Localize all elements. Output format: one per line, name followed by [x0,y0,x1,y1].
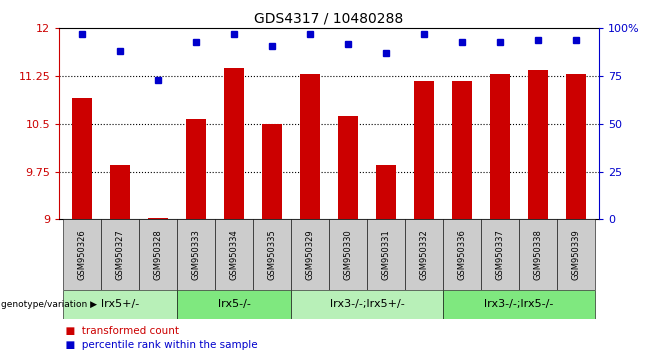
Bar [291,219,329,290]
Bar [565,74,586,219]
Bar [557,219,595,290]
Text: GSM950337: GSM950337 [495,229,505,280]
Bar [253,219,291,290]
Title: GDS4317 / 10480288: GDS4317 / 10480288 [255,12,403,26]
Text: GSM950333: GSM950333 [191,229,201,280]
Bar [519,219,557,290]
Bar [376,165,396,219]
Text: GSM950326: GSM950326 [78,229,86,280]
Text: GSM950328: GSM950328 [153,229,163,280]
Text: GSM950331: GSM950331 [382,229,390,280]
Bar [63,290,177,319]
Bar [490,74,511,219]
Text: lrx3-/-;lrx5-/-: lrx3-/-;lrx5-/- [484,299,553,309]
Bar [291,290,443,319]
Text: lrx5+/-: lrx5+/- [101,299,139,309]
Bar [177,219,215,290]
Bar [110,165,130,219]
Text: lrx5-/-: lrx5-/- [218,299,251,309]
Bar [101,219,139,290]
Bar [338,116,359,219]
Bar [261,124,282,219]
Bar [215,219,253,290]
Bar [224,68,245,219]
Text: GSM950330: GSM950330 [343,229,353,280]
Text: ■  transformed count: ■ transformed count [59,326,179,336]
Bar [139,219,177,290]
Text: GSM950336: GSM950336 [457,229,467,280]
Bar [367,219,405,290]
Bar [443,219,481,290]
Bar [528,70,548,219]
Text: GSM950335: GSM950335 [268,229,276,280]
Bar [186,119,207,219]
Bar [481,219,519,290]
Bar [443,290,595,319]
Text: GSM950334: GSM950334 [230,229,238,280]
Text: GSM950327: GSM950327 [116,229,124,280]
Text: GSM950339: GSM950339 [572,229,580,280]
Bar [177,290,291,319]
Bar [451,81,472,219]
Text: GSM950332: GSM950332 [420,229,428,280]
Text: GSM950329: GSM950329 [305,229,315,280]
Bar [299,74,320,219]
Text: lrx3-/-;lrx5+/-: lrx3-/-;lrx5+/- [330,299,405,309]
Text: GSM950338: GSM950338 [534,229,542,280]
Text: genotype/variation ▶: genotype/variation ▶ [1,300,97,309]
Bar [63,219,101,290]
Text: ■  percentile rank within the sample: ■ percentile rank within the sample [59,340,258,350]
Bar [329,219,367,290]
Bar [72,98,93,219]
Bar [147,218,168,219]
Bar [413,81,434,219]
Bar [405,219,443,290]
